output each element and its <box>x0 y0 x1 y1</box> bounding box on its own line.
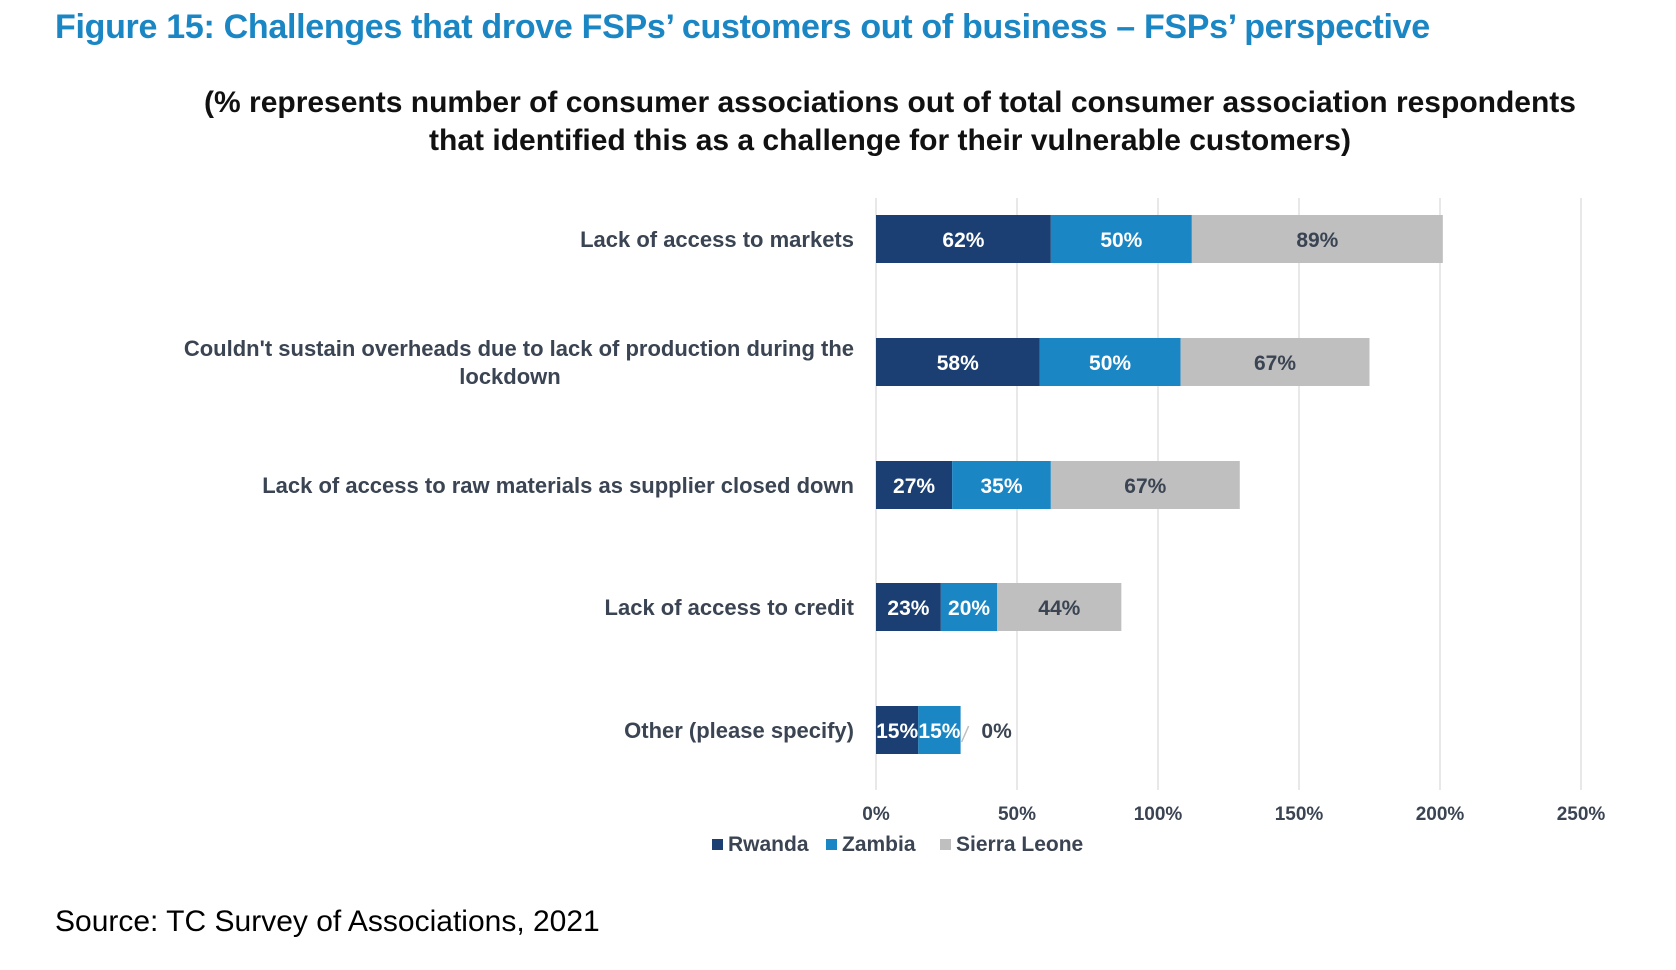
chart-subtitle-line-1: (% represents number of consumer associa… <box>204 86 1576 119</box>
bar-zambia-2 <box>952 461 1051 509</box>
figure-title: Figure 15: Challenges that drove FSPs’ c… <box>55 8 1430 46</box>
category-label-1-line-0: Couldn't sustain overheads due to lack o… <box>184 336 854 361</box>
x-tick-label-2: 100% <box>1134 804 1183 825</box>
data-label-sierra-leone-4: 0% <box>981 720 1012 743</box>
data-label-sierra-leone-1: 67% <box>1254 352 1296 375</box>
chart-subtitle-line-2: that identified this as a challenge for … <box>429 124 1351 157</box>
bar-rwanda-3 <box>876 583 941 631</box>
data-label-rwanda-1: 58% <box>937 352 979 375</box>
legend-label-sierra-leone: Sierra Leone <box>956 833 1083 856</box>
data-label-sierra-leone-2: 67% <box>1124 475 1166 498</box>
data-label-sierra-leone-3: 44% <box>1038 597 1080 620</box>
bar-zambia-3 <box>940 583 998 631</box>
data-label-zambia-3: 20% <box>948 597 990 620</box>
source-note: Source: TC Survey of Associations, 2021 <box>55 905 600 938</box>
x-tick-label-5: 250% <box>1557 804 1606 825</box>
legend-label-zambia: Zambia <box>842 833 916 856</box>
data-label-rwanda-0: 62% <box>942 229 984 252</box>
data-label-rwanda-2: 27% <box>893 475 935 498</box>
data-label-zambia-0: 50% <box>1100 229 1142 252</box>
bar-zambia-0 <box>1050 215 1192 263</box>
bar-zambia-4 <box>918 706 961 754</box>
legend-label-rwanda: Rwanda <box>728 833 809 856</box>
data-label-rwanda-4: 15% <box>876 720 918 743</box>
bar-rwanda-2 <box>876 461 953 509</box>
stacked-bar-chart: Lack of access to markets Couldn't sustai… <box>184 198 1606 856</box>
bar-rwanda-4 <box>876 706 919 754</box>
category-label-0: Lack of access to markets <box>580 227 854 252</box>
category-label-2: Lack of access to raw materials as suppl… <box>262 473 854 498</box>
x-tick-label-4: 200% <box>1416 804 1465 825</box>
bar-sierra-leone-3 <box>997 583 1122 631</box>
x-tick-label-0: 0% <box>862 804 890 825</box>
x-tick-label-3: 150% <box>1275 804 1324 825</box>
legend-swatch-zambia <box>826 839 837 850</box>
data-label-zambia-1: 50% <box>1089 352 1131 375</box>
bar-rwanda-1 <box>876 338 1040 386</box>
category-label-3: Lack of access to credit <box>605 595 855 620</box>
x-tick-label-1: 50% <box>998 804 1036 825</box>
bar-sierra-leone-0 <box>1191 215 1443 263</box>
bar-rwanda-0 <box>876 215 1051 263</box>
bar-sierra-leone-2 <box>1050 461 1240 509</box>
data-label-zambia-2: 35% <box>980 475 1022 498</box>
category-label-4: Other (please specify) <box>624 718 854 743</box>
leader-line-sierra-leone-4 <box>960 725 970 743</box>
legend-swatch-rwanda <box>712 839 723 850</box>
data-label-zambia-4: 15% <box>918 720 960 743</box>
bar-sierra-leone-1 <box>1180 338 1370 386</box>
bar-zambia-1 <box>1039 338 1181 386</box>
legend-swatch-sierra-leone <box>940 839 951 850</box>
data-label-sierra-leone-0: 89% <box>1296 229 1338 252</box>
data-label-rwanda-3: 23% <box>887 597 929 620</box>
category-label-1-line-1: lockdown <box>459 364 560 389</box>
chart-subtitle: (% represents number of consumer associa… <box>160 84 1620 160</box>
